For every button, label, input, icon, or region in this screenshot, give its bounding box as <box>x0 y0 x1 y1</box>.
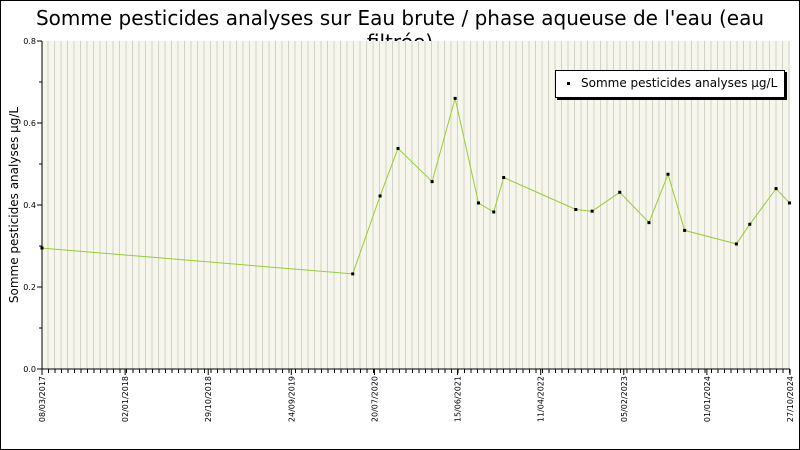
data-point <box>647 221 651 225</box>
data-point <box>787 201 791 205</box>
data-point <box>618 190 622 194</box>
data-point <box>40 246 44 250</box>
data-point <box>774 187 778 191</box>
data-point <box>502 176 506 180</box>
x-tick-label: 27/10/2024 <box>786 376 795 422</box>
x-tick-label: 08/03/2017 <box>38 376 47 422</box>
data-point <box>378 194 382 198</box>
data-point <box>453 96 457 100</box>
x-tick-label: 02/01/2018 <box>121 376 130 422</box>
legend-marker <box>567 82 570 85</box>
data-point <box>666 172 670 176</box>
y-tick-label: 0.8 <box>23 37 36 46</box>
data-point <box>476 201 480 205</box>
x-tick-label: 20/07/2020 <box>370 376 379 422</box>
y-tick-label: 0.2 <box>23 283 36 292</box>
data-point <box>396 146 400 150</box>
data-point <box>574 208 578 212</box>
y-tick-label: 0.6 <box>23 119 36 128</box>
x-tick-label: 15/06/2021 <box>454 376 463 422</box>
data-point <box>590 209 594 213</box>
data-point <box>734 242 738 246</box>
y-tick-label: 0.4 <box>23 201 36 210</box>
data-point <box>492 210 496 214</box>
data-point <box>430 180 434 184</box>
data-point <box>683 228 687 232</box>
data-point <box>748 222 752 226</box>
data-point <box>351 272 355 276</box>
x-tick-label: 24/09/2019 <box>287 376 296 422</box>
legend: Somme pesticides analyses µg/L <box>555 70 785 98</box>
x-tick-label: 01/01/2024 <box>703 376 712 422</box>
legend-label: Somme pesticides analyses µg/L <box>581 76 778 90</box>
x-tick-label: 29/10/2018 <box>204 376 213 422</box>
y-tick-label: 0.0 <box>23 365 36 374</box>
x-tick-label: 11/04/2022 <box>537 376 546 422</box>
x-tick-label: 05/02/2023 <box>620 376 629 422</box>
